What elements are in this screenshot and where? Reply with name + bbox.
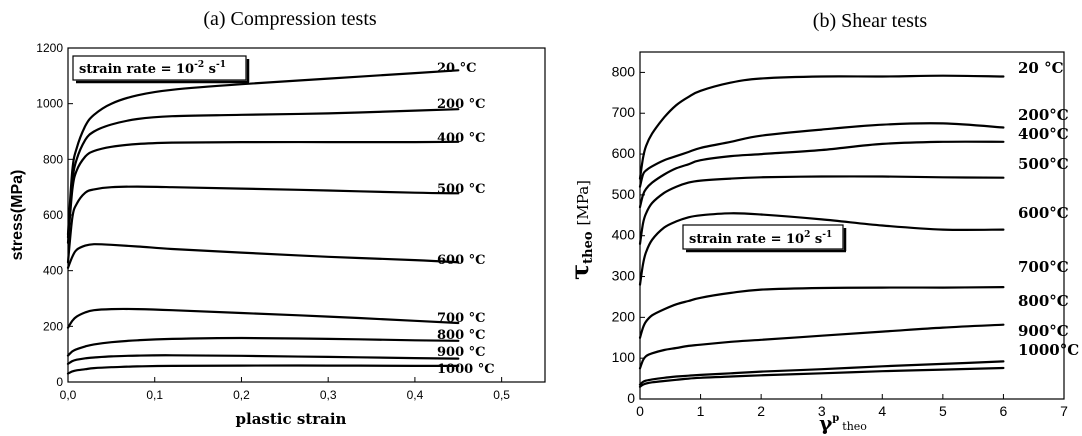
series-label: 600°C bbox=[1018, 204, 1069, 222]
series-label: 20 °C bbox=[437, 61, 476, 76]
chart-b-series bbox=[638, 74, 1005, 388]
series-line bbox=[66, 185, 460, 264]
chart-a-title: (a) Compression tests bbox=[203, 8, 377, 30]
chart-compression: (a) Compression tests 0,0 0,1 0,2 0,3 0,4 0,5… bbox=[9, 8, 546, 428]
x-tick-label: 0,2 bbox=[233, 388, 250, 402]
y-tick-label: 800 bbox=[612, 63, 636, 79]
chart-a-axes: 0,0 0,1 0,2 0,3 0,4 0,5 0 200 400 600 800 1000 1200 bbox=[36, 41, 510, 402]
series-line bbox=[66, 336, 460, 357]
series-line bbox=[66, 364, 460, 375]
chart-a-xlabel: plastic strain bbox=[236, 410, 347, 428]
chart-a-series-labels: 20 °C 200 °C 400 °C 500 °C 600 °C 700 °C 800 °… bbox=[437, 61, 495, 377]
x-tick-label: 0,4 bbox=[407, 388, 424, 402]
chart-b-title: (b) Shear tests bbox=[813, 10, 928, 32]
svg-text:τtheo[MPa]: τtheo[MPa] bbox=[565, 180, 596, 280]
series-line bbox=[638, 140, 1005, 209]
series-label: 200 °C bbox=[437, 97, 486, 112]
y-tick-label: 700 bbox=[612, 104, 636, 120]
y-tick-label: 600 bbox=[612, 145, 636, 161]
x-tick-label: 5 bbox=[939, 403, 947, 419]
series-label: 500°C bbox=[1018, 155, 1069, 173]
series-label: 1000 °C bbox=[437, 362, 495, 377]
series-label: 1000°C bbox=[1018, 341, 1079, 359]
series-label: 500 °C bbox=[437, 182, 486, 197]
x-tick-label: 3 bbox=[818, 403, 826, 419]
chart-b-axes: 0 1 2 3 4 5 6 7 0 100 200 300 400 500 600 700 800 bbox=[612, 63, 1068, 419]
series-line bbox=[638, 360, 1005, 386]
chart-b-annotation-box: strain rate = 102 s-1 bbox=[682, 224, 847, 253]
series-label: 900°C bbox=[1018, 322, 1069, 340]
series-label: 900 °C bbox=[437, 345, 486, 360]
series-line bbox=[66, 307, 460, 329]
x-tick-label: 7 bbox=[1060, 403, 1068, 419]
chart-a-ylabel: stress(MPa) bbox=[9, 170, 26, 261]
x-tick-label: 0,1 bbox=[146, 388, 163, 402]
y-tick-label: 500 bbox=[612, 186, 636, 202]
x-tick-label: 6 bbox=[1000, 403, 1008, 419]
x-tick-label: 0,5 bbox=[493, 388, 510, 402]
series-line bbox=[638, 323, 1005, 370]
series-line bbox=[66, 354, 460, 365]
series-label: 600 °C bbox=[437, 253, 486, 268]
y-tick-label: 100 bbox=[612, 349, 636, 365]
series-line bbox=[638, 366, 1005, 388]
chart-b-annotation-text: strain rate = 102 s-1 bbox=[689, 230, 832, 247]
x-tick-label: 0,0 bbox=[60, 388, 77, 402]
x-tick-label: 4 bbox=[878, 403, 886, 419]
y-tick-label: 0 bbox=[627, 390, 635, 406]
series-label: 700°C bbox=[1018, 258, 1069, 276]
series-label: 700 °C bbox=[437, 311, 486, 326]
series-line bbox=[66, 69, 460, 236]
series-label: 20 °C bbox=[1018, 59, 1064, 77]
chart-b-frame bbox=[639, 51, 1065, 400]
y-tick-label: 1200 bbox=[36, 41, 63, 55]
y-tick-label: 300 bbox=[612, 268, 636, 284]
chart-a-series bbox=[66, 69, 460, 375]
y-tick-label: 400 bbox=[43, 264, 63, 278]
y-tick-label: 200 bbox=[612, 308, 636, 324]
x-tick-label: 1 bbox=[697, 403, 705, 419]
series-line bbox=[66, 243, 460, 269]
y-tick-label: 600 bbox=[43, 208, 63, 222]
y-tick-label: 1000 bbox=[36, 97, 63, 111]
series-line bbox=[638, 175, 1005, 245]
series-label: 800°C bbox=[1018, 292, 1069, 310]
x-tick-label: 2 bbox=[757, 403, 765, 419]
chart-b-xlabel: γptheo bbox=[819, 411, 867, 435]
series-line bbox=[638, 122, 1005, 188]
series-label: 800 °C bbox=[437, 328, 486, 343]
series-label: 200°C bbox=[1018, 106, 1069, 124]
series-line bbox=[638, 212, 1005, 286]
series-label: 400 °C bbox=[437, 131, 486, 146]
y-tick-label: 800 bbox=[43, 152, 63, 166]
series-label: 400°C bbox=[1018, 125, 1069, 143]
y-tick-label: 400 bbox=[612, 227, 636, 243]
series-line bbox=[638, 74, 1005, 180]
y-tick-label: 0 bbox=[56, 375, 63, 389]
y-tick-label: 200 bbox=[43, 319, 63, 333]
chart-a-annotation-box: strain rate = 10-2 s-1 bbox=[72, 55, 250, 84]
series-line bbox=[66, 108, 460, 239]
chart-shear: (b) Shear tests 0 1 2 3 4 5 6 7 0 100 200 300 400 500… bbox=[565, 10, 1079, 435]
x-tick-label: 0,3 bbox=[320, 388, 337, 402]
x-tick-label: 0 bbox=[636, 403, 644, 419]
series-line bbox=[66, 140, 460, 244]
chart-a-annotation-text: strain rate = 10-2 s-1 bbox=[79, 60, 226, 77]
chart-b-ylabel: τtheo[MPa] bbox=[565, 180, 596, 280]
series-line bbox=[638, 286, 1005, 339]
